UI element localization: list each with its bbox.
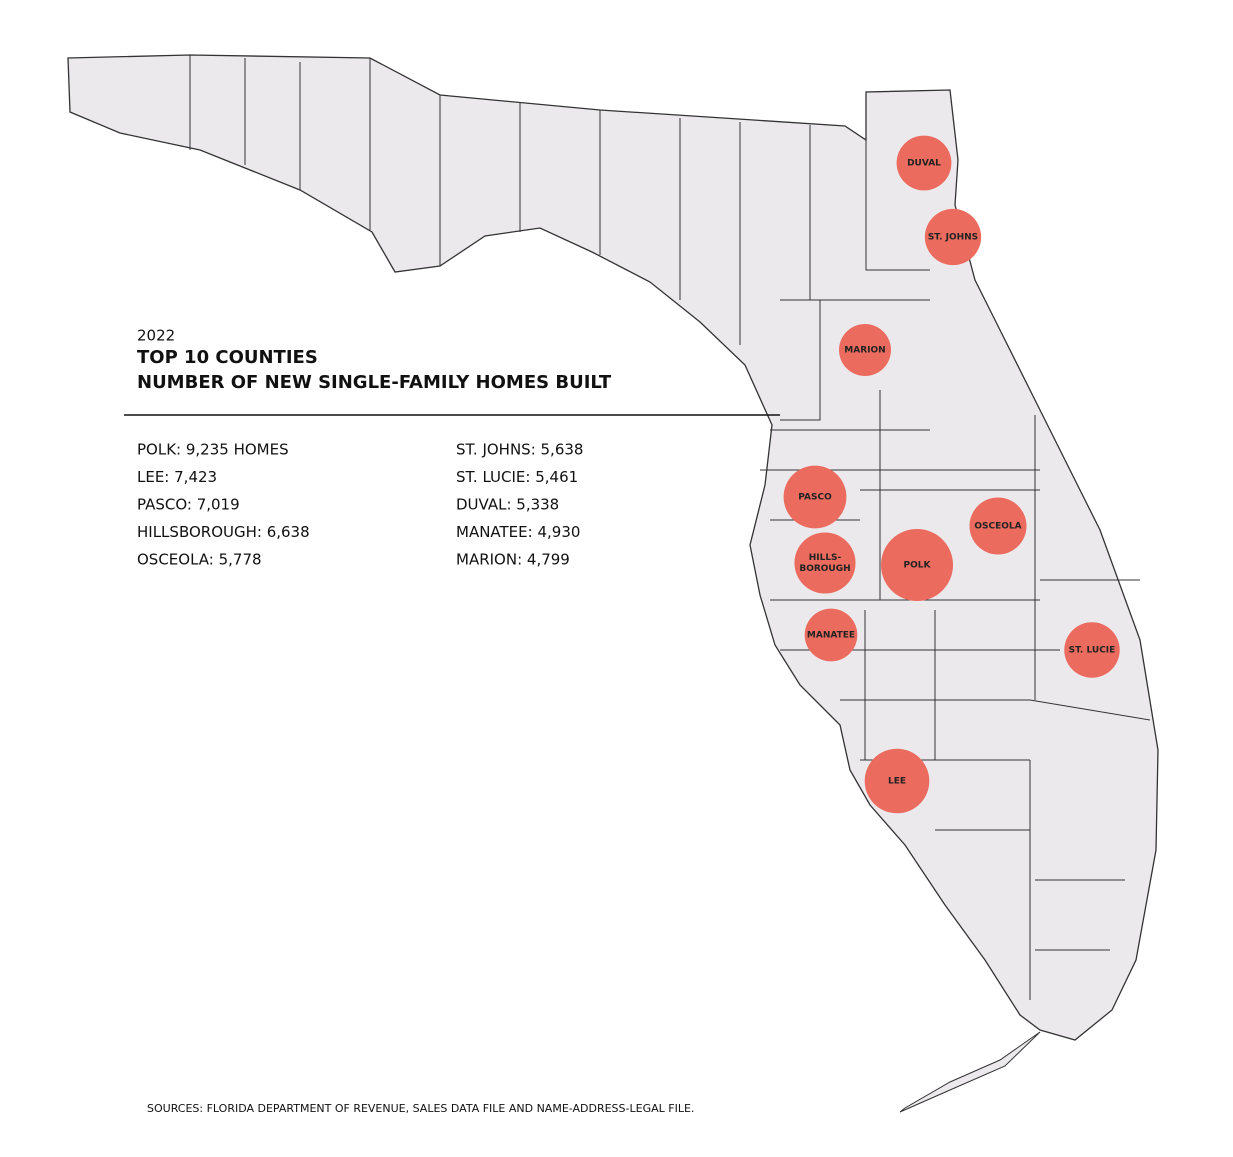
bubble-label: ST. JOHNS xyxy=(928,233,978,243)
year: 2022 xyxy=(137,327,175,345)
bubble-label: LEE xyxy=(888,777,906,787)
legend-entry: PASCO: 7,019 xyxy=(137,496,240,514)
bubble xyxy=(839,324,891,376)
legend-entry: POLK: 9,235 HOMES xyxy=(137,441,289,459)
bubble-label: HILLS- xyxy=(809,553,842,563)
legend-entry: ST. LUCIE: 5,461 xyxy=(456,468,578,486)
bubble xyxy=(783,465,847,529)
bubble xyxy=(969,497,1027,555)
legend-entry: ST. JOHNS: 5,638 xyxy=(456,441,583,459)
title: NUMBER OF NEW SINGLE-FAMILY HOMES BUILT xyxy=(137,372,612,393)
bubble-label: MARION xyxy=(844,346,885,356)
legend-entry: DUVAL: 5,338 xyxy=(456,496,559,514)
bubble-label: MANATEE xyxy=(807,631,855,641)
source: SOURCES: FLORIDA DEPARTMENT OF REVENUE, … xyxy=(147,1102,694,1115)
bubble xyxy=(794,532,856,594)
bubble-label: POLK xyxy=(904,561,932,571)
bubble-label: PASCO xyxy=(798,493,832,503)
title: TOP 10 COUNTIES xyxy=(137,347,318,368)
legend-entry: LEE: 7,423 xyxy=(137,468,217,486)
legend-entry: MANATEE: 4,930 xyxy=(456,523,580,541)
keys xyxy=(899,1031,1041,1113)
bubble xyxy=(804,608,858,662)
bubble xyxy=(924,208,982,266)
bubble-label: OSCEOLA xyxy=(974,522,1021,532)
bubble-label: BOROUGH xyxy=(799,564,850,574)
legend-entry: OSCEOLA: 5,778 xyxy=(137,551,262,569)
bubble xyxy=(880,528,954,602)
bubble xyxy=(864,748,930,814)
bubble-label: ST. LUCIE xyxy=(1069,646,1116,656)
bubble xyxy=(1064,622,1120,678)
bubble xyxy=(896,135,952,191)
legend-entry: MARION: 4,799 xyxy=(456,551,570,569)
bubble-label: DUVAL xyxy=(907,159,941,169)
legend-entry: HILLSBOROUGH: 6,638 xyxy=(137,523,310,541)
